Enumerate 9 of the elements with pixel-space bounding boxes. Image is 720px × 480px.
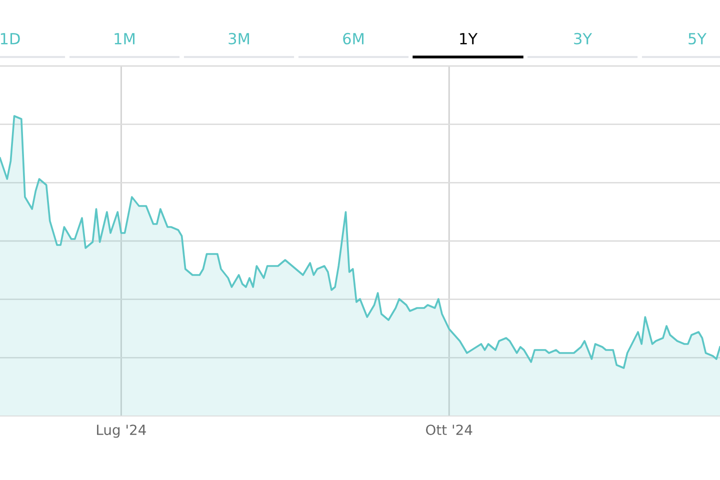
text: 1Y [460,33,478,44]
text: 1M [114,33,134,44]
x-tick-label: Lug '24 [97,424,146,438]
text: 5Y [688,33,707,44]
x-tick-label: Ott '24 [426,424,472,436]
text: 1D [0,33,20,44]
text: 3Y [574,32,592,44]
text: 3M [228,32,249,44]
text: 6M [343,32,364,44]
